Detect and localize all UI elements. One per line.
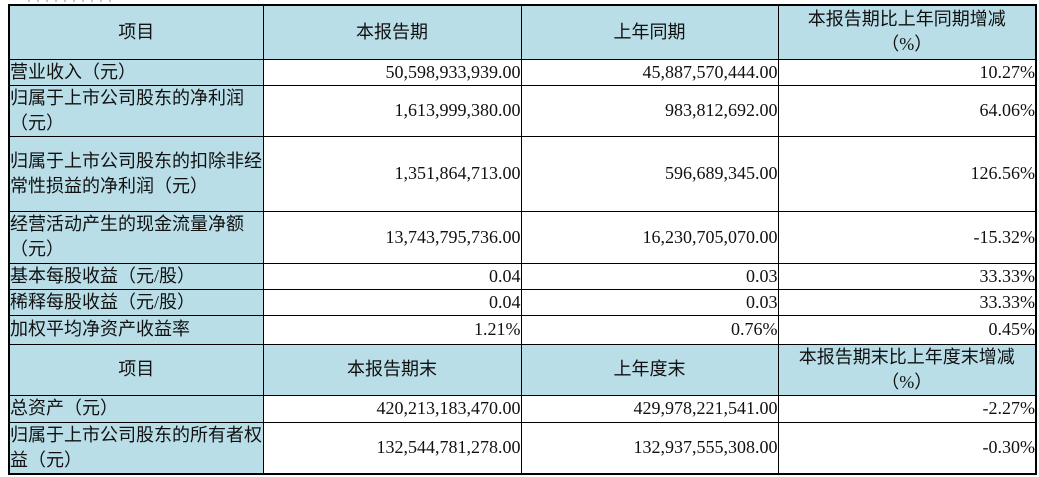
value-change-percent: 10.27% <box>777 58 1037 86</box>
value-current-period: 0.04 <box>262 262 522 290</box>
value-current-period: 1,351,864,713.00 <box>262 135 522 212</box>
table-header-endpoint: 项目 本报告期末 上年度末 本报告期末比上年度末增减 （%） <box>8 343 1037 396</box>
value-current-period: 420,213,183,470.00 <box>262 394 522 423</box>
value-prior-period: 132,937,555,308.00 <box>520 421 779 474</box>
col-header-endpoint-change: 本报告期末比上年度末增减 （%） <box>777 343 1037 396</box>
col-header-end-of-period: 本报告期末 <box>262 343 522 396</box>
financial-summary-table: 项目 本报告期 上年同期 本报告期比上年同期增减 （%） 营业收入（元） 50,… <box>8 4 1037 475</box>
col-header-item: 项目 <box>8 343 264 396</box>
row-label: 归属于上市公司股东的净利润（元） <box>8 84 264 137</box>
col-header-prior-period: 上年同期 <box>520 4 779 60</box>
value-prior-period: 983,812,692.00 <box>520 84 779 137</box>
value-change-percent: -2.27% <box>777 394 1037 423</box>
row-label: 总资产（元） <box>8 394 264 423</box>
row-label: 营业收入（元） <box>8 58 264 86</box>
value-prior-period: 596,689,345.00 <box>520 135 779 212</box>
table-row-net-profit-excl-nonrecurring: 归属于上市公司股东的扣除非经常性损益的净利润（元） 1,351,864,713.… <box>8 135 1037 212</box>
clipped-text-remnant <box>28 0 118 2</box>
value-prior-period: 16,230,705,070.00 <box>520 210 779 264</box>
table-row-operating-revenue: 营业收入（元） 50,598,933,939.00 45,887,570,444… <box>8 58 1037 86</box>
value-prior-period: 45,887,570,444.00 <box>520 58 779 86</box>
value-change-percent: -0.30% <box>777 421 1037 474</box>
value-current-period: 1.21% <box>262 314 522 345</box>
value-prior-period: 0.76% <box>520 314 779 345</box>
table-header-period: 项目 本报告期 上年同期 本报告期比上年同期增减 （%） <box>8 4 1037 60</box>
col-header-period-change-line2: （%） <box>881 34 933 55</box>
col-header-current-period: 本报告期 <box>262 4 522 60</box>
col-header-item: 项目 <box>8 4 264 60</box>
value-current-period: 13,743,795,736.00 <box>262 210 522 264</box>
value-prior-period: 429,978,221,541.00 <box>520 394 779 423</box>
table-row-basic-eps: 基本每股收益（元/股） 0.04 0.03 33.33% <box>8 262 1037 290</box>
row-label: 稀释每股收益（元/股） <box>8 288 264 316</box>
row-label: 归属于上市公司股东的所有者权益（元） <box>8 421 264 474</box>
value-current-period: 0.04 <box>262 288 522 316</box>
table-row-weighted-avg-roe: 加权平均净资产收益率 1.21% 0.76% 0.45% <box>8 314 1037 345</box>
table-row-shareholders-equity: 归属于上市公司股东的所有者权益（元） 132,544,781,278.00 13… <box>8 421 1037 474</box>
col-header-end-of-prior-year: 上年度末 <box>520 343 779 396</box>
row-label: 加权平均净资产收益率 <box>8 314 264 345</box>
value-change-percent: 0.45% <box>777 314 1037 345</box>
table-row-total-assets: 总资产（元） 420,213,183,470.00 429,978,221,54… <box>8 394 1037 423</box>
row-label: 经营活动产生的现金流量净额（元） <box>8 210 264 264</box>
value-prior-period: 0.03 <box>520 262 779 290</box>
value-change-percent: 64.06% <box>777 84 1037 137</box>
value-change-percent: 33.33% <box>777 262 1037 290</box>
value-current-period: 132,544,781,278.00 <box>262 421 522 474</box>
col-header-period-change-line1: 本报告期比上年同期增减 <box>807 9 1006 30</box>
col-header-endpoint-change-line2: （%） <box>881 371 933 392</box>
value-prior-period: 0.03 <box>520 288 779 316</box>
value-change-percent: 126.56% <box>777 135 1037 212</box>
table-row-net-profit: 归属于上市公司股东的净利润（元） 1,613,999,380.00 983,81… <box>8 84 1037 137</box>
value-change-percent: 33.33% <box>777 288 1037 316</box>
value-current-period: 1,613,999,380.00 <box>262 84 522 137</box>
col-header-endpoint-change-line1: 本报告期末比上年度末增减 <box>798 346 1015 367</box>
value-change-percent: -15.32% <box>777 210 1037 264</box>
value-current-period: 50,598,933,939.00 <box>262 58 522 86</box>
row-label: 归属于上市公司股东的扣除非经常性损益的净利润（元） <box>8 135 264 212</box>
table-row-diluted-eps: 稀释每股收益（元/股） 0.04 0.03 33.33% <box>8 288 1037 316</box>
table-row-operating-cash-flow: 经营活动产生的现金流量净额（元） 13,743,795,736.00 16,23… <box>8 210 1037 264</box>
col-header-period-change: 本报告期比上年同期增减 （%） <box>777 4 1037 60</box>
row-label: 基本每股收益（元/股） <box>8 262 264 290</box>
